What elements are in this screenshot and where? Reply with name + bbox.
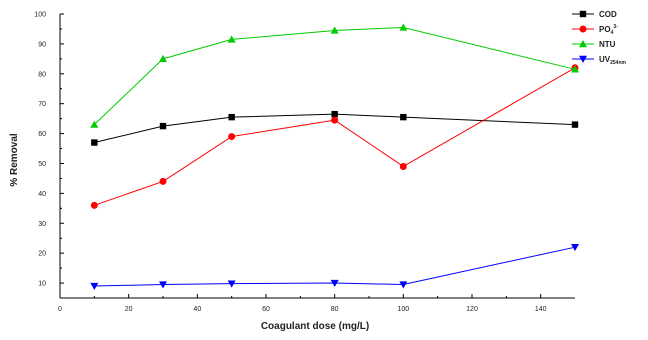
y-axis-label: % Removal xyxy=(9,133,20,187)
x-tick-label: 60 xyxy=(262,306,270,313)
series-line-ntu xyxy=(93,26,576,125)
y-tick-label: 90 xyxy=(38,41,46,48)
series-line-po xyxy=(94,67,576,206)
data-point-ntu xyxy=(571,65,579,73)
x-axis-label: Coagulant dose (mg/L) xyxy=(261,321,369,332)
data-point-ntu xyxy=(330,26,339,34)
y-tick-label: 100 xyxy=(34,12,46,19)
series-uv xyxy=(90,243,579,291)
data-point-uv xyxy=(159,281,167,289)
data-point-po xyxy=(399,162,407,170)
y-tick-label: 20 xyxy=(38,251,46,258)
data-point-ntu xyxy=(399,23,408,31)
data-point-po xyxy=(331,116,339,124)
data-point-cod xyxy=(331,110,338,118)
legend: COD PO43- NTU UV254nm xyxy=(572,10,627,66)
data-point-uv xyxy=(330,279,339,288)
series-layer xyxy=(90,23,579,291)
x-tick-label: 40 xyxy=(193,306,201,313)
y-tick-label: 80 xyxy=(38,71,46,78)
legend-item-uv: UV254nm xyxy=(572,55,627,66)
y-tick-label: 70 xyxy=(38,101,46,108)
series-line-cod xyxy=(94,113,576,144)
legend-swatch-marker xyxy=(579,55,587,63)
legend-label-po: PO43- xyxy=(599,24,618,36)
legend-label-uv: UV254nm xyxy=(599,55,627,66)
legend-item-po: PO43- xyxy=(572,24,618,36)
axes: 0 20 40 60 80 100 120 140 10 20 30 40 50 60 70 80 90 100 xyxy=(34,12,575,313)
data-point-cod xyxy=(228,113,235,121)
legend-label-ntu: NTU xyxy=(599,40,616,49)
y-tick-label: 30 xyxy=(38,221,46,228)
y-tick-label: 60 xyxy=(38,131,46,138)
x-tick-label: 100 xyxy=(397,306,409,313)
legend-swatch-marker xyxy=(579,40,587,48)
series-cod xyxy=(91,110,579,146)
data-point-uv xyxy=(227,280,236,288)
x-tick-label: 20 xyxy=(125,306,133,313)
legend-swatch-marker xyxy=(579,10,587,18)
data-point-ntu xyxy=(227,35,236,43)
legend-item-cod: COD xyxy=(572,10,617,19)
data-point-ntu xyxy=(90,120,99,128)
data-point-uv xyxy=(90,282,99,291)
data-point-cod xyxy=(159,122,167,130)
series-line-uv xyxy=(94,246,576,287)
x-tick-label: 0 xyxy=(58,306,62,313)
data-point-cod xyxy=(91,139,98,146)
data-point-po xyxy=(90,201,98,209)
x-tick-label: 80 xyxy=(331,306,339,313)
data-point-uv xyxy=(399,281,408,289)
legend-item-ntu: NTU xyxy=(572,40,616,49)
data-point-po xyxy=(228,133,236,141)
legend-label-cod: COD xyxy=(599,10,617,19)
x-tick-label: 120 xyxy=(466,306,478,313)
data-point-uv xyxy=(571,243,579,252)
y-tick-label: 40 xyxy=(38,191,46,198)
series-ntu xyxy=(90,23,579,128)
data-point-po xyxy=(159,177,167,185)
x-tick-label: 140 xyxy=(535,306,547,313)
series-po xyxy=(90,64,579,209)
data-point-cod xyxy=(400,113,407,121)
data-point-cod xyxy=(571,121,579,128)
y-tick-label: 50 xyxy=(38,161,46,168)
y-tick-label: 10 xyxy=(38,281,46,288)
legend-swatch-marker xyxy=(579,25,587,33)
data-point-ntu xyxy=(159,54,167,63)
